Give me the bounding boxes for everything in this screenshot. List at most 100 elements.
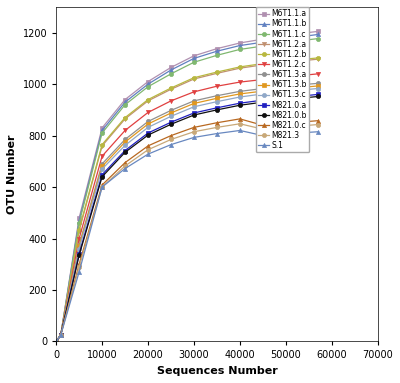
M6T1.1.a xyxy=(238,41,242,45)
M6T1.1.b xyxy=(260,40,265,44)
M6T1.3.b xyxy=(316,83,320,88)
M6T1.3.b xyxy=(100,164,104,169)
M6T1.3.c xyxy=(214,99,219,104)
M6T1.2.a xyxy=(284,60,288,65)
M6T1.1.a xyxy=(316,29,320,34)
S.1 xyxy=(316,129,320,134)
M6T1.1.c xyxy=(260,44,265,48)
M6T1.2.b xyxy=(100,142,104,147)
M821.0.c xyxy=(214,120,219,125)
M6T1.3.a xyxy=(146,119,150,124)
M821.0.a xyxy=(192,111,196,115)
M6T1.2.a xyxy=(54,339,58,344)
M821.0.c xyxy=(168,133,173,138)
M821.0.c xyxy=(316,118,320,123)
M6T1.3.c xyxy=(316,86,320,91)
M6T1.3.a xyxy=(123,137,128,142)
M6T1.2.a xyxy=(123,116,128,121)
M6T1.3.a xyxy=(316,81,320,86)
M821.0.c xyxy=(123,160,128,165)
M6T1.3.c xyxy=(58,333,63,337)
M6T1.1.c xyxy=(284,40,288,45)
M6T1.1.b xyxy=(77,218,82,223)
M6T1.2.a xyxy=(238,66,242,70)
M6T1.2.a xyxy=(214,71,219,75)
M821.0.a xyxy=(58,333,63,337)
M6T1.3.b xyxy=(123,140,128,144)
S.1 xyxy=(284,131,288,136)
M821.0.a xyxy=(316,92,320,97)
M821.0.b xyxy=(238,103,242,108)
M6T1.3.a xyxy=(192,98,196,103)
M821.0.a xyxy=(54,339,58,344)
M821.0.a xyxy=(238,101,242,105)
S.1 xyxy=(100,185,104,189)
M6T1.2.c xyxy=(123,128,128,133)
Line: M821.0.c: M821.0.c xyxy=(54,117,320,344)
M6T1.2.c xyxy=(146,110,150,115)
M6T1.3.b xyxy=(58,333,63,337)
M6T1.2.c xyxy=(316,72,320,76)
M6T1.2.c xyxy=(54,339,58,344)
M821.0.a xyxy=(260,98,265,102)
M821.0.a xyxy=(100,172,104,177)
M6T1.2.a xyxy=(260,62,265,67)
M6T1.1.a xyxy=(284,33,288,38)
M821.3 xyxy=(192,129,196,134)
M821.0.b xyxy=(260,100,265,105)
M6T1.2.b xyxy=(77,227,82,232)
M6T1.3.b xyxy=(168,111,173,115)
M6T1.2.a xyxy=(168,87,173,92)
M6T1.2.c xyxy=(77,236,82,241)
Line: M6T1.2.c: M6T1.2.c xyxy=(54,72,320,344)
Line: M6T1.3.c: M6T1.3.c xyxy=(54,87,320,344)
M6T1.2.c xyxy=(192,90,196,94)
M821.0.c xyxy=(260,123,265,128)
M6T1.2.b xyxy=(168,86,173,90)
Line: M6T1.1.a: M6T1.1.a xyxy=(54,29,320,344)
M821.0.b xyxy=(123,150,128,155)
M6T1.2.c xyxy=(238,80,242,84)
M6T1.1.a xyxy=(123,97,128,102)
M6T1.1.c xyxy=(123,102,128,107)
Y-axis label: OTU Number: OTU Number xyxy=(7,134,17,214)
M6T1.2.b xyxy=(123,115,128,120)
S.1 xyxy=(214,131,219,136)
M6T1.1.b xyxy=(214,49,219,54)
M6T1.3.a xyxy=(100,162,104,166)
S.1 xyxy=(260,133,265,138)
M821.3 xyxy=(54,339,58,344)
M6T1.3.a xyxy=(168,108,173,113)
M821.0.c xyxy=(58,333,63,337)
M6T1.2.b xyxy=(316,56,320,60)
M6T1.3.c xyxy=(54,339,58,344)
M6T1.3.b xyxy=(284,87,288,91)
M6T1.1.a xyxy=(100,126,104,130)
M6T1.3.c xyxy=(260,92,265,96)
M6T1.3.a xyxy=(77,243,82,247)
M6T1.3.b xyxy=(77,244,82,249)
M6T1.1.a xyxy=(54,339,58,344)
M6T1.3.c xyxy=(238,95,242,99)
M821.3 xyxy=(100,185,104,189)
M6T1.1.c xyxy=(58,333,63,337)
M821.3 xyxy=(168,137,173,142)
S.1 xyxy=(54,339,58,344)
M821.3 xyxy=(58,333,63,337)
M6T1.2.c xyxy=(214,84,219,88)
M6T1.1.a xyxy=(58,333,63,337)
M6T1.1.b xyxy=(284,36,288,41)
M6T1.2.b xyxy=(54,339,58,344)
Line: M6T1.1.b: M6T1.1.b xyxy=(54,33,320,344)
Line: M821.0.a: M821.0.a xyxy=(54,92,320,344)
M6T1.1.a xyxy=(146,79,150,84)
M6T1.1.a xyxy=(168,65,173,70)
M821.0.a xyxy=(214,106,219,110)
M6T1.1.b xyxy=(100,128,104,133)
M6T1.2.c xyxy=(260,77,265,82)
M6T1.3.c xyxy=(77,247,82,251)
M6T1.3.c xyxy=(284,89,288,94)
M821.0.b xyxy=(146,133,150,137)
Line: M6T1.2.b: M6T1.2.b xyxy=(54,56,320,344)
M821.0.a xyxy=(284,95,288,100)
